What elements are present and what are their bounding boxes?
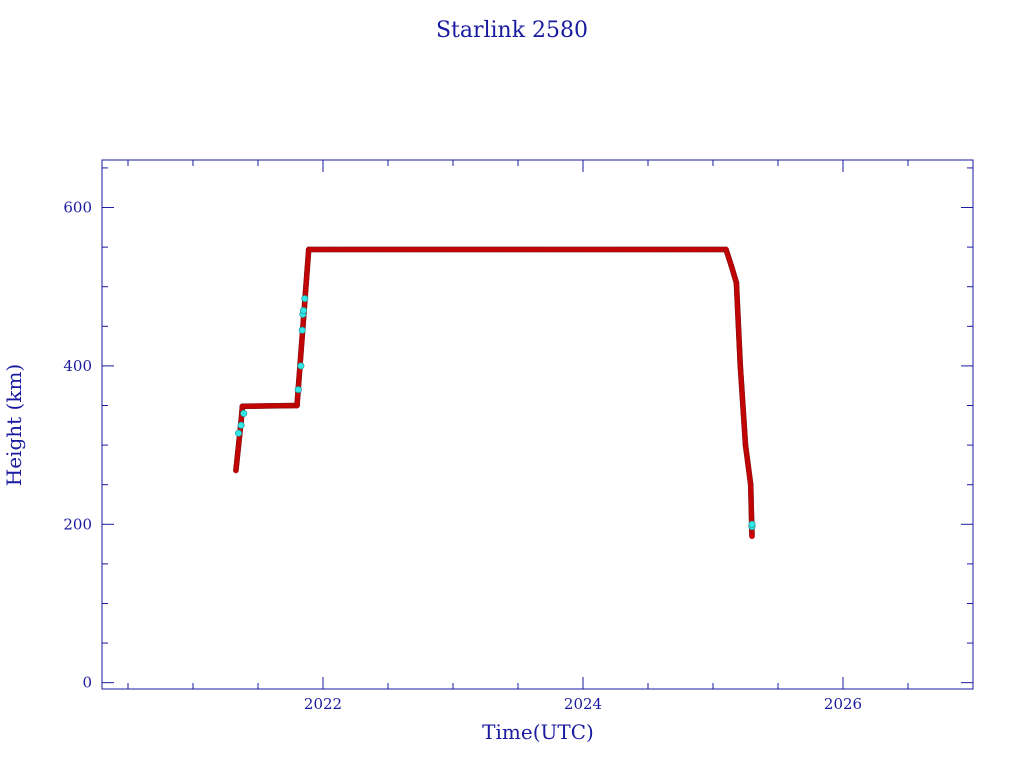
data-point-secondary	[298, 326, 306, 334]
data-point-secondary	[299, 306, 307, 314]
x-axis-ticks	[127, 160, 974, 689]
y-tick-label: 200	[63, 515, 92, 533]
y-tick-label: 600	[63, 199, 92, 217]
x-tick-label: 2026	[824, 695, 862, 713]
data-point-secondary	[237, 421, 245, 429]
data-point-secondary	[301, 295, 309, 303]
x-tick-label: 2022	[304, 695, 342, 713]
y-tick-label: 0	[82, 674, 92, 692]
x-axis-title: Time(UTC)	[482, 720, 594, 744]
y-tick-label: 400	[63, 357, 92, 375]
data-point-secondary	[294, 386, 302, 394]
data-point-secondary	[240, 409, 248, 417]
data-point-secondary	[297, 362, 305, 370]
y-axis-ticks	[102, 167, 973, 684]
data-point-secondary	[235, 429, 243, 437]
chart-title: Starlink 2580	[436, 18, 588, 43]
x-tick-label: 2024	[564, 695, 602, 713]
plot-frame	[101, 159, 974, 690]
data-point	[749, 533, 755, 540]
y-axis-title: Height (km)	[2, 364, 26, 486]
data-point-secondary	[748, 520, 756, 528]
x-axis-tick-labels: 2022 2024 2026	[304, 695, 862, 713]
y-axis-tick-labels: 0 200 400 600	[63, 199, 92, 692]
data-markers	[233, 246, 756, 540]
